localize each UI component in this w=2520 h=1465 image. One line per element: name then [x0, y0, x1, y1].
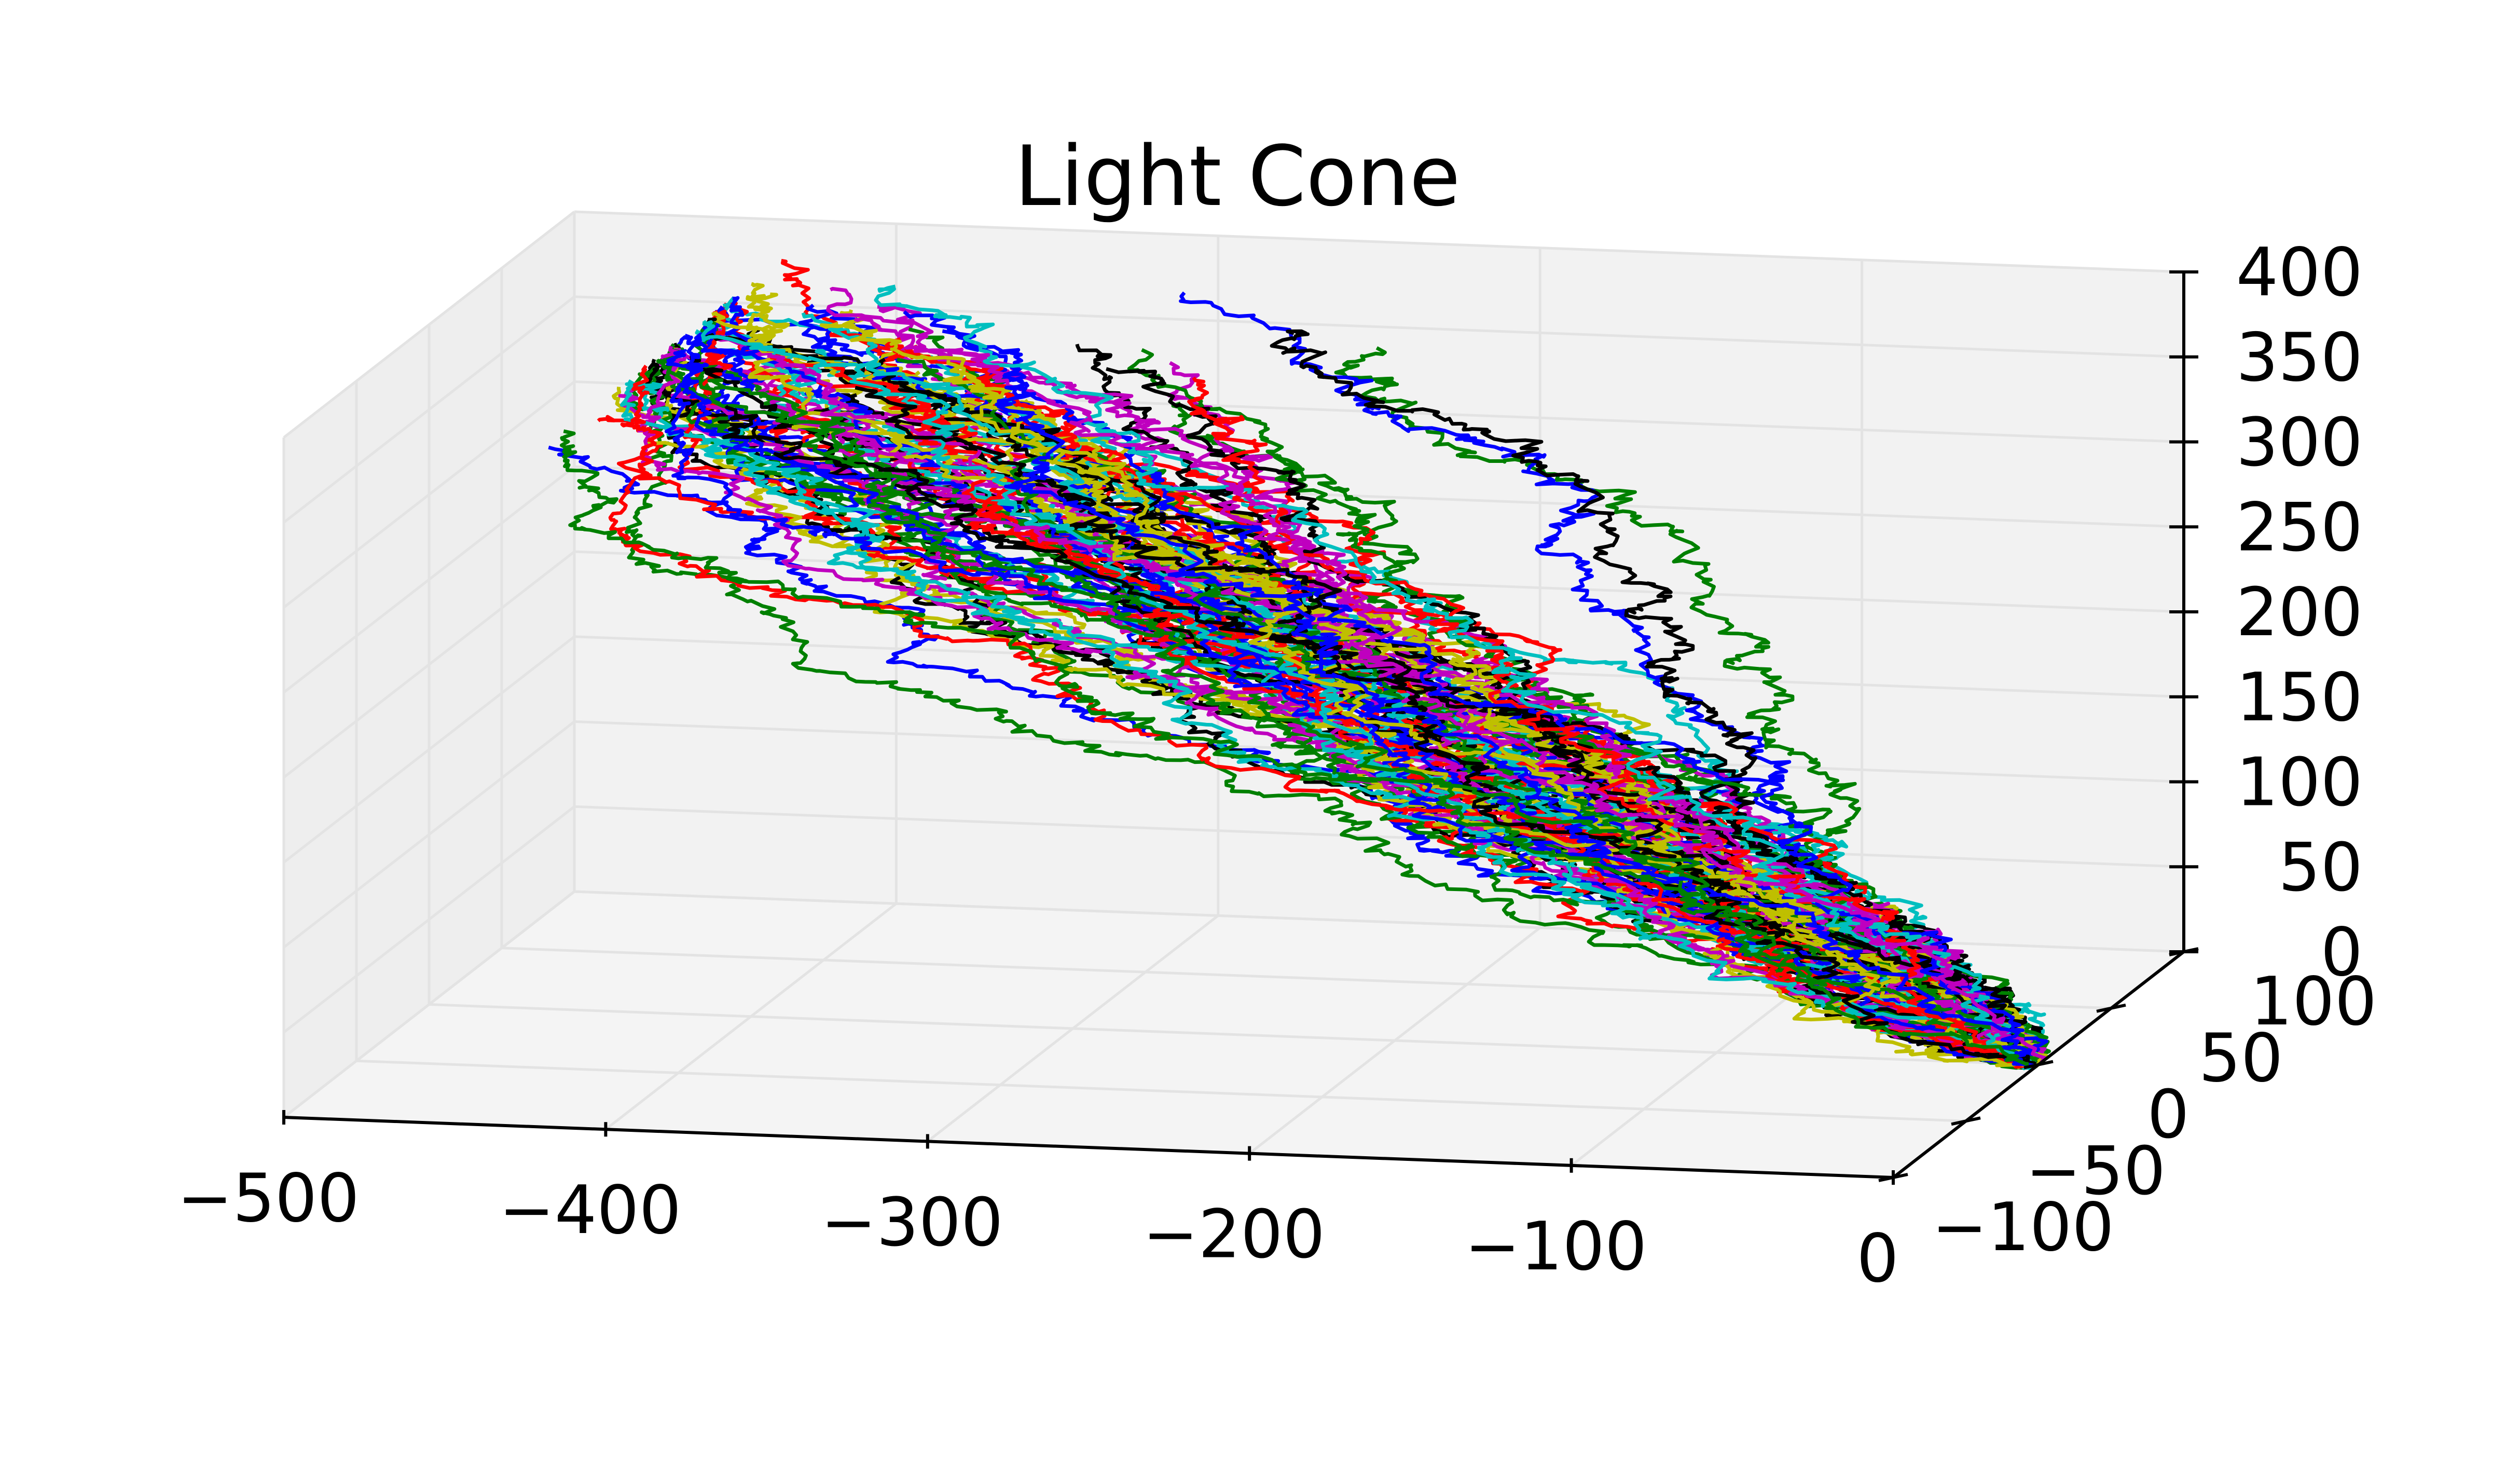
- z-tick-label: 150: [2236, 659, 2363, 736]
- walk-series-line: [995, 385, 2035, 1067]
- z-grid-side: [283, 465, 575, 694]
- y-tick-mark: [1878, 1173, 1908, 1182]
- z-grid-back: [574, 210, 2184, 273]
- chart-title: Light Cone: [1014, 128, 1461, 225]
- walk-series-line: [866, 358, 2025, 1067]
- x-axis-line: [283, 1116, 1894, 1179]
- x-tick-label: −100: [1465, 1208, 1647, 1285]
- y-grid-floor: [356, 1059, 1966, 1122]
- z-grid-side: [283, 295, 575, 524]
- y-grid-floor: [429, 1003, 2039, 1066]
- y-tick-label: 100: [2250, 963, 2377, 1040]
- z-tick-label: 350: [2236, 319, 2363, 396]
- x-tick-label: −400: [499, 1172, 682, 1249]
- z-grid-side: [283, 805, 575, 1034]
- z-tick-label: 250: [2236, 489, 2363, 566]
- random-walk-series: [548, 258, 2051, 1071]
- x-tick-label: −200: [1142, 1196, 1325, 1274]
- z-tick-label: 400: [2236, 234, 2363, 311]
- z-grid-side: [283, 891, 575, 1118]
- walk-series-line: [704, 427, 2036, 1070]
- x-tick-label: 0: [1856, 1220, 1898, 1297]
- z-grid-side: [283, 551, 575, 778]
- z-grid-side: [283, 380, 575, 609]
- walk-series-line: [746, 282, 2048, 1063]
- z-tick-label: 100: [2236, 744, 2363, 822]
- z-grid-back: [574, 805, 2184, 868]
- z-tick-label: 50: [2278, 829, 2363, 906]
- x-tick-label: −500: [177, 1160, 360, 1237]
- walk-series-line: [700, 320, 2039, 1067]
- walk-series-line: [874, 284, 2031, 1070]
- y-tick-label: −100: [1932, 1189, 2114, 1266]
- y-tick-label: 50: [2199, 1020, 2283, 1097]
- tick-labels: −500 −400 −300 −200 −100 0 −100−50050100050100…: [177, 234, 2377, 1297]
- y-tick-mark: [1951, 1116, 1981, 1126]
- z-grid-back: [574, 295, 2184, 359]
- y-tick-label: −50: [2026, 1132, 2166, 1210]
- z-tick-label: 300: [2236, 404, 2363, 482]
- z-grid-side: [283, 635, 575, 864]
- z-grid-side: [283, 720, 575, 949]
- walk-series-line: [559, 429, 2029, 1066]
- z-tick-label: 0: [2321, 914, 2363, 991]
- z-tick-label: 200: [2236, 574, 2363, 651]
- walk-series-line: [816, 380, 2027, 1065]
- x-tick-label: −300: [821, 1184, 1003, 1261]
- walk-series-line: [707, 378, 2040, 1063]
- y-tick-label: 0: [2147, 1076, 2189, 1154]
- y-tick-mark: [2096, 1003, 2126, 1013]
- z-grid-side: [283, 211, 575, 439]
- walk-series-line: [1187, 376, 2036, 1069]
- y-tick-mark: [2023, 1060, 2054, 1070]
